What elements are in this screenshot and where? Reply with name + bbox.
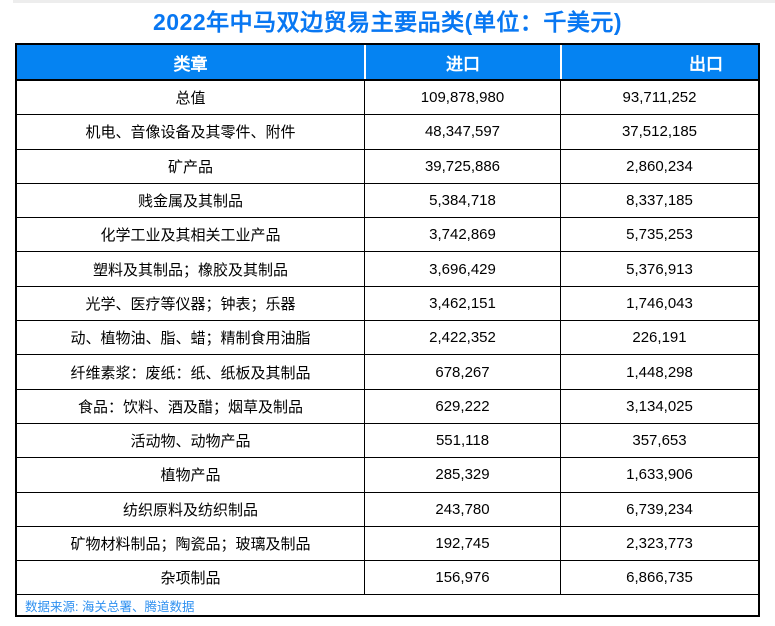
table-row: 贱金属及其制品 5,384,718 8,337,185 bbox=[17, 183, 758, 219]
table-row: 塑料及其制品；橡胶及其制品 3,696,429 5,376,913 bbox=[17, 252, 758, 287]
category-cell: 杂项制品 bbox=[160, 570, 221, 588]
table-row: 杂项制品 156,976 6,866,735 bbox=[17, 561, 758, 596]
page-title: 2022年中马双边贸易主要品类(单位：千美元) bbox=[153, 9, 622, 35]
import-value-cell: 192,745 bbox=[364, 526, 560, 561]
table-row: 植物产品 285,329 1,633,906 bbox=[17, 458, 758, 493]
import-value-cell: 3,742,869 bbox=[364, 218, 560, 252]
category-cell: 动、植物油、脂、蜡；精制食用油脂 bbox=[70, 330, 311, 348]
table-row: 活动物、动物产品 551,118 357,653 bbox=[17, 423, 758, 459]
header-export: 出口 bbox=[560, 45, 758, 79]
export-value-cell: 357,653 bbox=[560, 423, 758, 458]
table-row: 矿产品 39,725,886 2,860,234 bbox=[17, 149, 758, 184]
category-cell: 矿物材料制品；陶瓷品；玻璃及制品 bbox=[70, 536, 311, 553]
table-header-row: 类章 进口 出口 bbox=[17, 45, 758, 81]
export-value-cell: 1,633,906 bbox=[560, 458, 758, 492]
import-value-cell: 5,384,718 bbox=[364, 183, 560, 218]
table-row: 光学、医疗等仪器；钟表；乐器 3,462,151 1,746,043 bbox=[17, 286, 758, 322]
table-row: 食品：饮料、酒及醋；烟草及制品 629,222 3,134,025 bbox=[17, 389, 758, 424]
import-value-cell: 109,878,980 bbox=[364, 81, 560, 115]
category-cell: 光学、医疗等仪器；钟表；乐器 bbox=[85, 295, 296, 313]
table-row: 矿物材料制品；陶瓷品；玻璃及制品 192,745 2,323,773 bbox=[17, 526, 758, 562]
export-value-cell: 5,735,253 bbox=[560, 218, 758, 252]
category-cell: 纤维素浆：废纸：纸、纸板及其制品 bbox=[70, 364, 311, 382]
export-value-cell: 37,512,185 bbox=[560, 115, 758, 149]
category-cell: 塑料及其制品；橡胶及其制品 bbox=[92, 261, 288, 279]
import-value-cell: 2,422,352 bbox=[364, 321, 560, 355]
table-row: 机电、音像设备及其零件、附件 48,347,597 37,512,185 bbox=[17, 115, 758, 150]
export-value-cell: 5,376,913 bbox=[560, 252, 758, 286]
top-hairline bbox=[13, 0, 775, 3]
export-value-cell: 6,866,735 bbox=[560, 561, 758, 595]
export-value-cell: 2,323,773 bbox=[560, 526, 758, 561]
header-import: 进口 bbox=[364, 45, 560, 79]
import-value-cell: 629,222 bbox=[364, 389, 560, 423]
category-cell: 矿产品 bbox=[167, 158, 213, 176]
category-cell: 植物产品 bbox=[160, 467, 221, 485]
trade-table: 类章 进口 出口 总值 109,878,980 93,711,252 机电、音像设备及… bbox=[15, 43, 760, 617]
table-row: 纺织原料及纺织制品 243,780 6,739,234 bbox=[17, 492, 758, 527]
header-category: 类章 bbox=[173, 54, 208, 74]
import-value-cell: 3,696,429 bbox=[364, 252, 560, 286]
export-value-cell: 226,191 bbox=[560, 321, 758, 355]
import-value-cell: 156,976 bbox=[364, 561, 560, 595]
export-value-cell: 1,746,043 bbox=[560, 286, 758, 321]
header-export-label: 出口 bbox=[689, 54, 723, 74]
source-note: 数据来源: 海关总署、腾道数据 bbox=[25, 599, 195, 614]
import-value-cell: 551,118 bbox=[364, 423, 560, 458]
import-value-cell: 48,347,597 bbox=[364, 115, 560, 149]
table-row: 总值 109,878,980 93,711,252 bbox=[17, 81, 758, 116]
table-row: 动、植物油、脂、蜡；精制食用油脂 2,422,352 226,191 bbox=[17, 321, 758, 356]
import-value-cell: 285,329 bbox=[364, 458, 560, 492]
category-cell: 贱金属及其制品 bbox=[137, 193, 243, 211]
export-value-cell: 1,448,298 bbox=[560, 355, 758, 389]
import-value-cell: 3,462,151 bbox=[364, 286, 560, 321]
category-cell: 食品：饮料、酒及醋；烟草及制品 bbox=[77, 398, 303, 416]
category-cell: 总值 bbox=[175, 90, 206, 108]
table-row: 化学工业及其相关工业产品 3,742,869 5,735,253 bbox=[17, 218, 758, 253]
export-value-cell: 6,739,234 bbox=[560, 492, 758, 526]
category-cell: 纺织原料及纺织制品 bbox=[122, 501, 258, 519]
export-value-cell: 8,337,185 bbox=[560, 183, 758, 218]
import-value-cell: 39,725,886 bbox=[364, 149, 560, 183]
export-value-cell: 3,134,025 bbox=[560, 389, 758, 423]
table-row: 纤维素浆：废纸：纸、纸板及其制品 678,267 1,448,298 bbox=[17, 355, 758, 390]
import-value-cell: 678,267 bbox=[364, 355, 560, 389]
category-cell: 活动物、动物产品 bbox=[130, 433, 251, 451]
category-cell: 机电、音像设备及其零件、附件 bbox=[85, 124, 296, 142]
export-value-cell: 2,860,234 bbox=[560, 149, 758, 183]
category-cell: 化学工业及其相关工业产品 bbox=[100, 227, 281, 245]
export-value-cell: 93,711,252 bbox=[560, 81, 758, 115]
import-value-cell: 243,780 bbox=[364, 492, 560, 526]
table-body: 总值 109,878,980 93,711,252 机电、音像设备及其零件、附件 48,… bbox=[17, 81, 758, 596]
